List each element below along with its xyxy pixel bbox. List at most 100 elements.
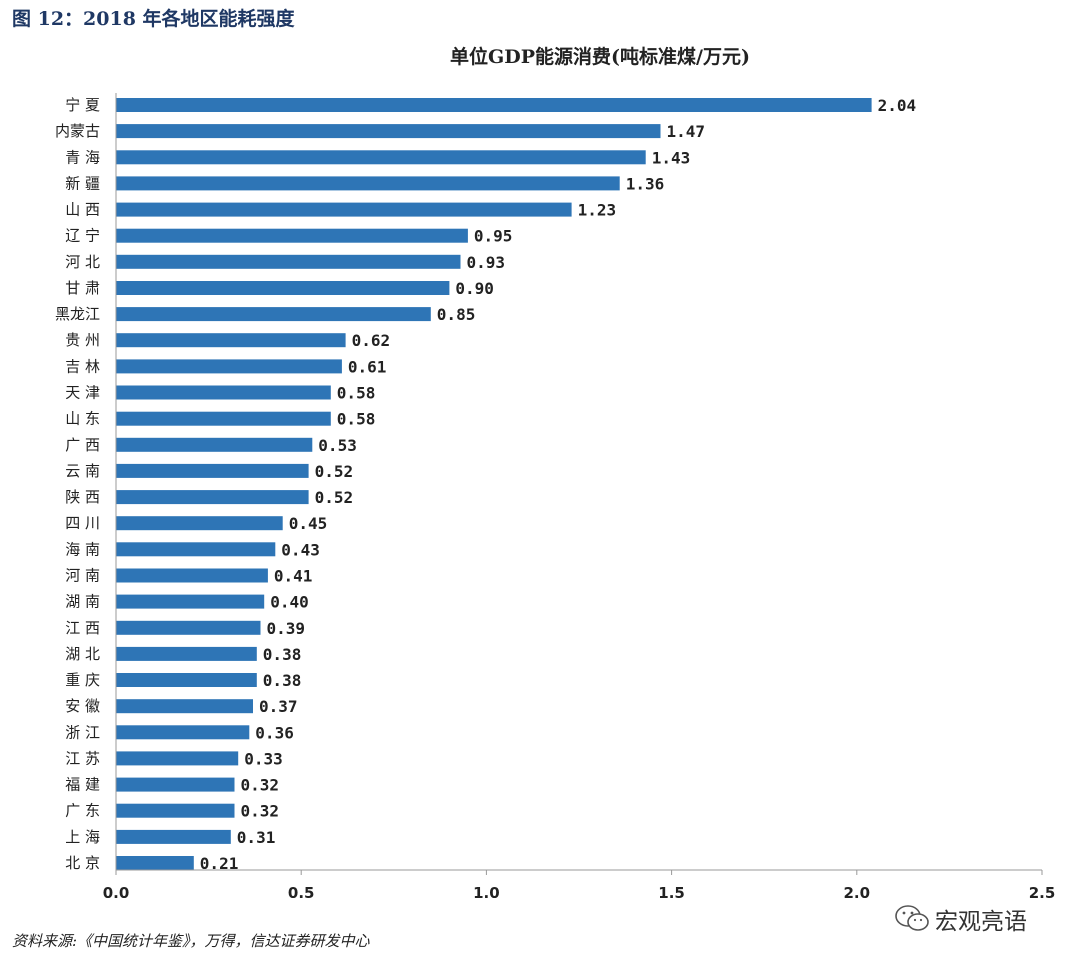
value-labels: 2.04 1.47 1.43 1.36 1.23 0.95 0.93 0.90 0.85 0.62…: [200, 96, 916, 873]
category-label: 湖 北: [65, 645, 100, 663]
value-label: 0.85: [437, 305, 476, 324]
bar: [116, 803, 235, 818]
watermark: 宏观亮语: [895, 902, 1027, 936]
value-label: 0.32: [241, 802, 280, 821]
value-label: 0.93: [467, 253, 506, 272]
value-label: 0.37: [259, 697, 298, 716]
source-note: 资料来源:《中国统计年鉴》，万得，信达证券研发中心: [12, 932, 370, 950]
x-tick-label: 0.0: [103, 884, 130, 902]
category-label: 云 南: [65, 462, 100, 480]
bar: [116, 777, 235, 792]
category-label: 河 北: [65, 253, 100, 271]
category-label: 贵 州: [65, 331, 100, 349]
category-label: 山 东: [65, 410, 100, 428]
bar: [116, 176, 620, 191]
chart-title: 单位GDP能源消费(吨标准煤/万元): [450, 46, 750, 68]
x-axis: 0.0 0.5 1.0 1.5 2.0 2.5: [103, 93, 1056, 902]
x-tick-label: 2.5: [1029, 884, 1056, 902]
value-label: 0.43: [281, 540, 320, 559]
category-label: 广 西: [65, 436, 100, 454]
bar: [116, 516, 283, 531]
category-label: 山 西: [65, 201, 100, 219]
bar: [116, 620, 261, 635]
category-label: 吉 林: [65, 357, 100, 375]
value-label: 0.38: [263, 645, 302, 664]
category-label: 内蒙古: [55, 122, 100, 140]
bar: [116, 254, 461, 269]
value-label: 0.62: [352, 331, 391, 350]
bar: [116, 829, 231, 844]
bar: [116, 98, 872, 112]
value-label: 0.53: [318, 436, 357, 455]
value-label: 0.40: [270, 593, 309, 612]
category-label: 江 西: [65, 619, 100, 637]
value-label: 2.04: [878, 96, 917, 115]
bar: [116, 568, 268, 583]
watermark-text: 宏观亮语: [935, 909, 1027, 935]
category-label: 辽 宁: [65, 227, 100, 245]
category-label: 安 徽: [65, 697, 100, 715]
category-label: 黑龙江: [55, 305, 100, 323]
category-label: 海 南: [65, 540, 100, 558]
x-tick-label: 1.0: [473, 884, 500, 902]
bar: [116, 150, 646, 165]
value-label: 0.90: [455, 279, 494, 298]
value-label: 0.31: [237, 828, 276, 847]
category-label: 重 庆: [65, 671, 100, 689]
value-label: 1.43: [652, 148, 691, 167]
bar: [116, 463, 309, 478]
category-label: 天 津: [65, 384, 100, 402]
bar: [116, 202, 572, 217]
category-label: 宁 夏: [65, 96, 100, 114]
category-label: 广 东: [65, 802, 100, 820]
bar: [116, 124, 661, 139]
value-label: 0.52: [315, 462, 354, 481]
value-label: 0.58: [337, 384, 376, 403]
category-label: 江 苏: [65, 749, 100, 767]
bar: [116, 751, 239, 766]
bar: [116, 542, 276, 557]
bar: [116, 359, 342, 374]
bar: [116, 646, 257, 661]
figure-title: 图 12：2018 年各地区能耗强度: [12, 8, 295, 30]
category-label: 湖 南: [65, 593, 100, 611]
value-label: 0.61: [348, 357, 387, 376]
category-label: 陕 西: [65, 488, 100, 506]
bar: [116, 281, 450, 295]
value-label: 0.52: [315, 488, 354, 507]
bar: [116, 411, 331, 426]
wechat-icon: [895, 905, 929, 931]
bar: [116, 437, 313, 452]
value-label: 0.95: [474, 227, 513, 246]
bar: [116, 307, 431, 322]
value-label: 1.23: [578, 201, 617, 220]
bar: [116, 333, 346, 348]
value-label: 1.36: [626, 174, 665, 193]
value-label: 0.58: [337, 410, 376, 429]
category-label: 青 海: [65, 148, 100, 166]
category-label: 浙 江: [65, 723, 100, 741]
category-label: 四 川: [65, 514, 100, 532]
bars-group: [116, 98, 872, 870]
bar: [116, 228, 468, 243]
category-label: 新 疆: [65, 174, 100, 192]
value-label: 0.32: [241, 776, 280, 795]
value-label: 0.21: [200, 854, 239, 873]
value-label: 0.33: [244, 749, 283, 768]
category-label: 甘 肃: [65, 279, 100, 297]
value-label: 0.39: [267, 619, 306, 638]
x-tick-label: 2.0: [844, 884, 871, 902]
bar: [116, 594, 265, 609]
bar: [116, 385, 331, 400]
bar: [116, 856, 194, 870]
value-label: 1.47: [667, 122, 706, 141]
bar: [116, 725, 250, 740]
value-label: 0.38: [263, 671, 302, 690]
value-label: 0.45: [289, 514, 328, 533]
category-label: 北 京: [65, 854, 100, 872]
bar: [116, 699, 253, 714]
bar: [116, 673, 257, 687]
category-label: 上 海: [65, 828, 100, 846]
